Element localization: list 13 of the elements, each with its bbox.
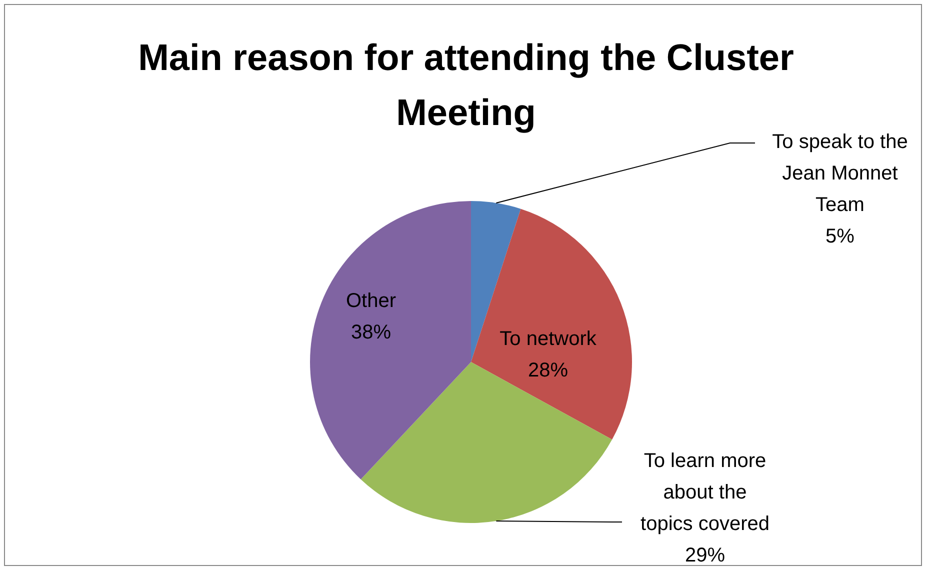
slice-label: To learn more about the topics covered bbox=[640, 450, 770, 536]
data-label: 28% bbox=[528, 360, 568, 382]
data-label: 38% bbox=[350, 322, 392, 344]
slice-label: To speak to the Jean Monnet Team bbox=[772, 131, 908, 216]
chart-title: Main reason for attending the Cluster Meeting bbox=[137, 36, 795, 133]
pie-slice bbox=[471, 208, 632, 440]
data-label: 5% bbox=[826, 226, 855, 248]
pie-slice bbox=[471, 201, 521, 362]
data-label: 29% bbox=[684, 544, 726, 567]
pie-slice bbox=[310, 201, 471, 480]
slice-label: Other bbox=[346, 290, 396, 312]
slice-label: To network bbox=[500, 328, 598, 350]
pie-slice bbox=[360, 362, 612, 523]
